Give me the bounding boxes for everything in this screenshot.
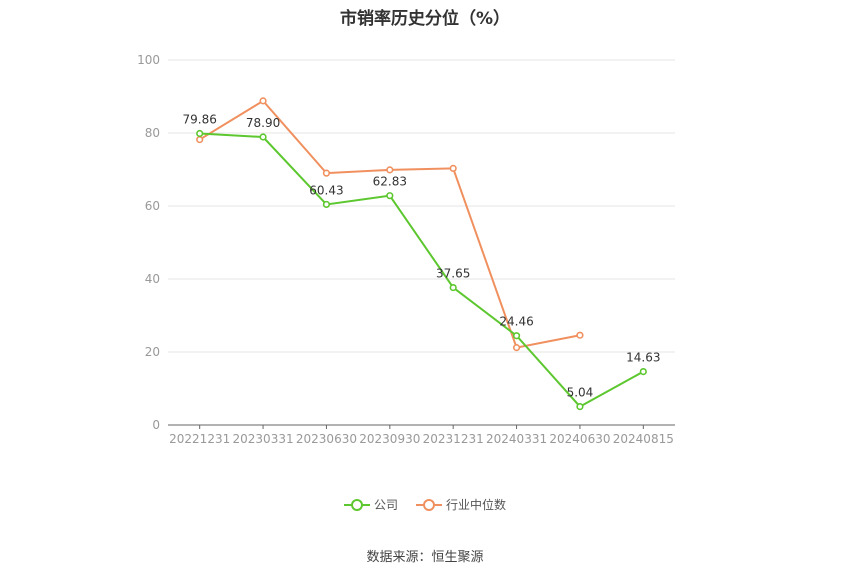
- legend-item-industry-median[interactable]: 行业中位数: [416, 496, 506, 513]
- data-point-industry-median: [322, 169, 331, 177]
- x-tick-label: 20230630: [296, 432, 357, 446]
- legend-company-marker-icon: [343, 498, 370, 511]
- data-label-company: 79.86: [183, 113, 217, 127]
- y-tick-label: 100: [137, 53, 160, 67]
- x-tick-label: 20221231: [169, 432, 230, 446]
- y-tick-label: 20: [145, 345, 160, 359]
- data-point-company: [512, 332, 521, 340]
- data-labels: 79.86 78.90 60.43 62.83 37.65 24.46 5.04 14.63: [183, 113, 661, 400]
- data-point-industry-median: [576, 331, 584, 339]
- y-tick-label: 0: [152, 418, 160, 432]
- legend-label-company: 公司: [373, 498, 398, 512]
- data-label-company: 62.83: [373, 175, 407, 189]
- x-tick-label: 20240331: [486, 432, 547, 446]
- series-line-company: [199, 132, 644, 408]
- legend-industry-marker-icon: [416, 498, 442, 511]
- legend-item-company[interactable]: 公司: [343, 496, 398, 513]
- data-point-company: [322, 200, 331, 209]
- data-point-company: [639, 368, 647, 376]
- data-point-company: [386, 192, 394, 200]
- y-tick-label: 60: [145, 199, 160, 213]
- grid-lines: [168, 59, 675, 353]
- legend-label-industry-median: 行业中位数: [446, 498, 507, 512]
- x-tick-label: 20231231: [423, 432, 484, 446]
- data-label-company: 78.90: [246, 116, 280, 130]
- data-label-company: 37.65: [436, 267, 470, 281]
- data-point-industry-median: [259, 97, 267, 105]
- legend: 公司 行业中位数: [0, 496, 850, 513]
- data-source: 数据来源：恒生聚源: [366, 550, 484, 565]
- y-tick-label: 80: [145, 126, 160, 140]
- x-tick-label: 20230930: [359, 432, 420, 446]
- data-point-industry-median: [512, 344, 521, 352]
- data-label-company: 60.43: [309, 183, 343, 197]
- data-label-company: 14.63: [626, 351, 660, 365]
- series-lines: [196, 97, 647, 411]
- data-point-company: [576, 403, 584, 411]
- data-point-company: [196, 129, 204, 138]
- x-tick-label: 20230331: [233, 432, 294, 446]
- series-line-industry-median: [199, 99, 581, 349]
- data-point-industry-median: [449, 164, 457, 173]
- data-label-company: 5.04: [567, 386, 594, 400]
- data-point-industry-median: [386, 166, 394, 174]
- chart-title: 市销率历史分位（%）: [339, 9, 511, 29]
- x-tick-label: 20240815: [613, 432, 674, 446]
- data-point-company: [449, 283, 457, 292]
- x-tick-label: 20240630: [549, 432, 610, 446]
- data-point-industry-median: [196, 135, 204, 144]
- data-label-company: 24.46: [499, 315, 533, 329]
- y-tick-label: 40: [145, 272, 160, 286]
- data-point-company: [259, 133, 267, 141]
